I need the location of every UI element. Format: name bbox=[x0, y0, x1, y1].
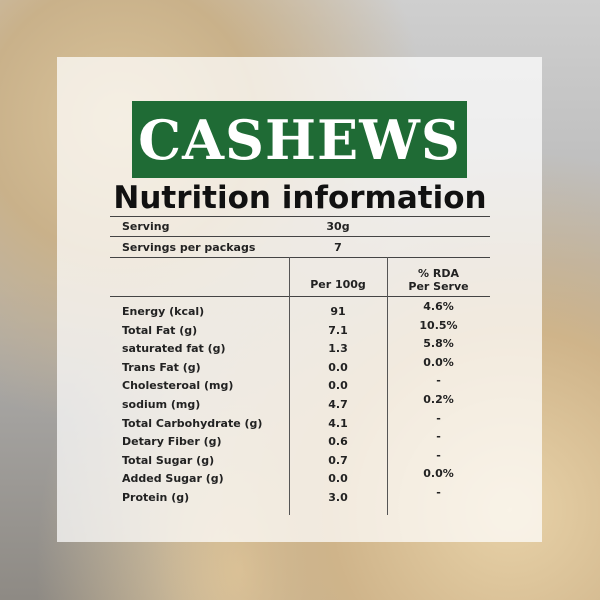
row-name: Total Carbohydrate (g) bbox=[122, 416, 263, 430]
servings-per-pack-value: 7 bbox=[334, 241, 342, 254]
row-per100: 3.0 bbox=[328, 491, 348, 504]
rda-header-line1: % RDA bbox=[418, 267, 459, 280]
per100-header: Per 100g bbox=[310, 278, 366, 291]
divider bbox=[110, 296, 490, 297]
servings-per-pack-label: Servings per packags bbox=[122, 241, 256, 254]
row-name: Detary Fiber (g) bbox=[122, 435, 222, 449]
row-rda: 0.0% bbox=[423, 355, 454, 369]
row-rda: 4.6% bbox=[423, 300, 454, 313]
row-rda: - bbox=[436, 374, 441, 388]
row-rda: 10.5% bbox=[419, 318, 458, 332]
row-name: Added Sugar (g) bbox=[122, 472, 224, 486]
nutrition-heading: Nutrition information bbox=[113, 180, 487, 216]
row-rda: - bbox=[436, 430, 441, 444]
row-name: Protein (g) bbox=[122, 491, 190, 504]
row-per100: 0.0 bbox=[328, 379, 348, 393]
rda-header-line2: Per Serve bbox=[408, 280, 469, 293]
row-per100: 4.7 bbox=[328, 398, 348, 411]
divider bbox=[110, 257, 490, 258]
row-per100: 0.6 bbox=[328, 435, 348, 449]
serving-value: 30g bbox=[326, 220, 350, 233]
row-per100: 1.3 bbox=[328, 342, 348, 356]
brand-title: CASHEWS bbox=[138, 107, 461, 172]
row-name: saturated fat (g) bbox=[122, 342, 226, 356]
row-rda: 5.8% bbox=[423, 337, 454, 351]
row-per100: 0.7 bbox=[328, 453, 348, 467]
row-rda: - bbox=[436, 448, 441, 462]
row-per100: 91 bbox=[330, 305, 346, 318]
row-rda: - bbox=[436, 486, 441, 499]
row-per100: 0.0 bbox=[328, 360, 348, 374]
column-divider bbox=[387, 257, 388, 515]
row-rda: - bbox=[436, 411, 441, 425]
row-name: Total Sugar (g) bbox=[122, 453, 215, 467]
row-name: Energy (kcal) bbox=[122, 305, 205, 318]
serving-label: Serving bbox=[122, 220, 170, 233]
row-per100: 4.1 bbox=[328, 416, 348, 430]
row-name: Total Fat (g) bbox=[122, 323, 198, 337]
row-rda: 0.0% bbox=[423, 467, 454, 481]
row-rda: 0.2% bbox=[423, 393, 454, 406]
brand-banner: CASHEWS bbox=[132, 101, 467, 178]
row-per100: 7.1 bbox=[328, 323, 348, 337]
row-per100: 0.0 bbox=[328, 472, 348, 486]
divider bbox=[110, 216, 490, 217]
row-name: Cholesteroal (mg) bbox=[122, 379, 234, 393]
row-name: Trans Fat (g) bbox=[122, 360, 201, 374]
column-divider bbox=[289, 257, 290, 515]
divider bbox=[110, 236, 490, 237]
row-name: sodium (mg) bbox=[122, 398, 201, 411]
